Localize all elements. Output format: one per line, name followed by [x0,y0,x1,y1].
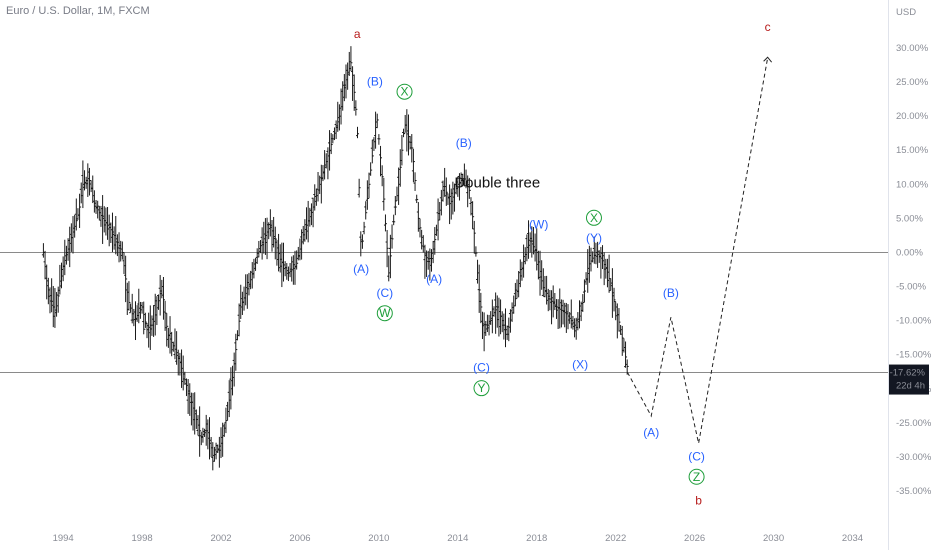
x-tick-label: 2006 [289,533,310,544]
last-value-badge [889,364,929,395]
wave-label: (B) [367,74,383,88]
wave-label: (W) [529,218,548,232]
x-tick-label: 2026 [684,533,705,544]
chart-title: Euro / U.S. Dollar, 1M, FXCM [6,5,150,17]
wave-label: (A) [353,262,369,276]
y-unit-label: USD [896,7,916,18]
wave-label-circle [585,209,602,226]
wave-label: (B) [456,136,472,150]
y-tick-label: -30.00% [896,452,932,463]
x-tick-label: 2002 [210,533,231,544]
wave-label: Y [477,381,485,395]
x-tick-label: 2010 [368,533,389,544]
wave-label: X [590,211,598,225]
wave-label: (Y) [586,231,602,245]
x-tick-label: 1994 [53,533,74,544]
wave-label: b [695,494,702,508]
wave-label-circle [396,83,413,100]
last-value-label: -17.62% [890,368,926,379]
x-tick-label: 1998 [132,533,153,544]
wave-label: (X) [572,357,588,371]
wave-label: X [401,85,409,99]
y-tick-label: 15.00% [896,145,929,156]
y-tick-label: 0.00% [896,247,923,258]
projection-arrowhead [763,56,773,63]
y-tick-label: 30.00% [896,43,929,54]
wave-label: (C) [473,361,490,375]
y-tick-label: 25.00% [896,77,929,88]
wave-label: a [354,27,361,41]
y-tick-label: 10.00% [896,179,929,190]
wave-label: (A) [643,425,659,439]
wave-label-circle [376,305,393,322]
wave-label-circle [688,468,705,485]
wave-label: (A) [426,272,442,286]
x-tick-label: 2030 [763,533,784,544]
x-tick-label: 2034 [842,533,863,544]
wave-label-circle [473,380,490,397]
y-tick-label: 5.00% [896,213,923,224]
wave-label: W [379,306,391,320]
y-tick-label: -15.00% [896,350,932,361]
x-tick-label: 2018 [526,533,547,544]
x-tick-label: 2014 [447,533,468,544]
wave-label: Z [693,470,700,484]
wave-label: (C) [688,449,705,463]
wave-label: (B) [663,286,679,300]
y-tick-label: -5.00% [896,282,927,293]
x-tick-label: 2022 [605,533,626,544]
bar-countdown-label: 22d 4h [896,381,925,392]
y-tick-label: 20.00% [896,111,929,122]
wave-label: c [765,20,771,34]
chart-annotation: Double three [454,175,540,192]
projection-path [627,58,769,444]
y-tick-label: -25.00% [896,418,932,429]
wave-label: (C) [376,286,393,300]
y-tick-label: -10.00% [896,316,932,327]
y-tick-label: -35.00% [896,486,932,497]
